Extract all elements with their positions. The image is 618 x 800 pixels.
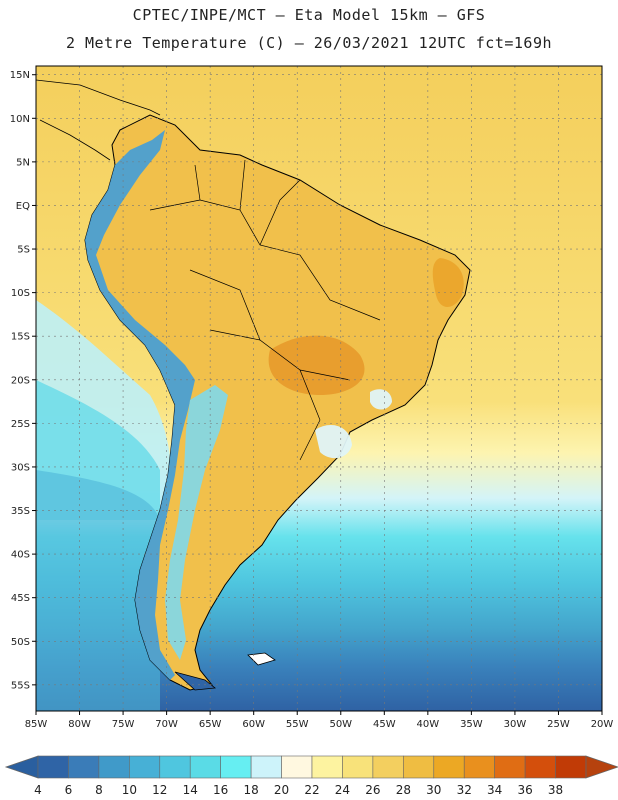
lat-tick-label: 25S (11, 419, 30, 430)
lon-tick-label: 60W (242, 719, 265, 730)
colorbar-swatch (433, 755, 465, 779)
colorbar-label: 28 (396, 783, 411, 797)
colorbar-swatch (98, 755, 130, 779)
colorbar-label: 4 (34, 783, 42, 797)
lon-tick-label: 30W (504, 719, 527, 730)
colorbar-low-arrow (4, 755, 39, 779)
lat-tick-label: 45S (11, 593, 30, 604)
lon-tick-label: 65W (199, 719, 222, 730)
colorbar-swatch (463, 755, 495, 779)
lat-tick-label: 15S (11, 332, 30, 343)
temperature-colorbar: 4 6 8 10 12 14 16 18 20 22 24 26 28 30 32 34 36 38 (4, 755, 618, 797)
lat-tick-label: 5N (16, 157, 30, 168)
lon-tick-label: 50W (329, 719, 352, 730)
serra-cool-spot (370, 389, 392, 410)
colorbar-swatch (524, 755, 556, 779)
map-frame (35, 65, 603, 712)
colorbar-swatch (555, 755, 587, 779)
colorbar-swatch (311, 755, 343, 779)
central-america-coast (36, 79, 161, 161)
colorbar-swatch (403, 755, 435, 779)
southern-cone-cool (165, 385, 228, 660)
colorbar-label: 30 (426, 783, 441, 797)
lat-tick-label: 5S (17, 245, 30, 256)
longitude-axis: 85W 80W 75W 70W 65W 60W 55W 50W 45W 40W 35W 30W 25W 2… (25, 711, 614, 730)
colorbar-swatch (220, 755, 252, 779)
lon-tick-label: 20W (591, 719, 614, 730)
latitude-axis: 15N 10N 5N EQ 5S 10S 15S 20S 25S 30S 35S 40S 45S 50S 5… (10, 70, 36, 691)
colorbar-label: 10 (122, 783, 137, 797)
colorbar-label: 32 (457, 783, 472, 797)
tierra-del-fuego (174, 671, 217, 691)
lat-tick-label: 20S (11, 375, 30, 386)
colorbar-swatch (250, 755, 282, 779)
colorbar-swatch (494, 755, 526, 779)
falkland-islands (247, 652, 276, 666)
southern-brazil-cool (315, 425, 352, 459)
andes-cold-band (85, 130, 195, 680)
colorbar-label: 8 (95, 783, 103, 797)
lon-tick-label: 35W (460, 719, 483, 730)
colorbar-swatch (372, 755, 404, 779)
lon-tick-label: 75W (112, 719, 135, 730)
colorbar-swatch (159, 755, 191, 779)
colorbar-label: 38 (548, 783, 563, 797)
lon-tick-label: 25W (547, 719, 570, 730)
colorbar-swatch (189, 755, 221, 779)
lat-tick-label: 30S (11, 462, 30, 473)
colorbar-swatch (281, 755, 313, 779)
lon-tick-label: 85W (25, 719, 48, 730)
colorbar-high-arrow (585, 755, 618, 779)
colorbar-label: 24 (335, 783, 350, 797)
lon-tick-label: 45W (373, 719, 396, 730)
map-title-line2: 2 Metre Temperature (C) – 26/03/2021 12U… (65, 34, 553, 52)
pacific-cold-south (36, 470, 160, 711)
colorbar-label: 12 (152, 783, 167, 797)
colorbar-label: 14 (183, 783, 198, 797)
lat-tick-label: 15N (10, 70, 30, 81)
colorbar-label: 34 (487, 783, 502, 797)
map-plot-area (36, 66, 602, 711)
colorbar-swatch (37, 755, 69, 779)
colorbar-label: 26 (365, 783, 380, 797)
lat-tick-label: 35S (11, 506, 30, 517)
lon-tick-label: 70W (155, 719, 178, 730)
colorbar-swatch (68, 755, 100, 779)
central-brazil-hotspot (268, 335, 365, 395)
map-title-line1: CPTEC/INPE/MCT – Eta Model 15km – GFS (132, 6, 486, 24)
colorbar-label: 6 (65, 783, 73, 797)
colorbar-label: 20 (274, 783, 289, 797)
lat-tick-label: 50S (11, 637, 30, 648)
northeast-brazil-hotspot (432, 258, 464, 308)
colorbar-swatch (342, 755, 374, 779)
lat-tick-label: 55S (11, 680, 30, 691)
lat-tick-label: EQ (16, 201, 30, 212)
lon-tick-label: 40W (417, 719, 440, 730)
lat-tick-label: 40S (11, 550, 30, 561)
colorbar-label: 16 (213, 783, 228, 797)
lon-tick-label: 80W (68, 719, 91, 730)
lat-lon-grid (36, 66, 602, 711)
lat-tick-label: 10N (10, 114, 30, 125)
colorbar-swatch (129, 755, 161, 779)
lon-tick-label: 55W (286, 719, 309, 730)
country-borders (149, 159, 381, 461)
colorbar-label: 36 (517, 783, 532, 797)
colorbar-label: 22 (304, 783, 319, 797)
colorbar-label: 18 (243, 783, 258, 797)
lat-tick-label: 10S (11, 288, 30, 299)
